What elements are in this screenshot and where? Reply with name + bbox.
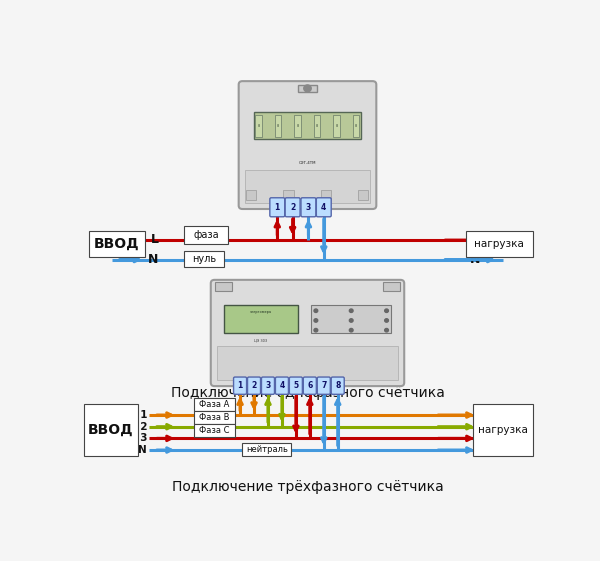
FancyBboxPatch shape	[239, 81, 376, 209]
Bar	[298, 85, 317, 92]
Bar	[246, 190, 256, 200]
FancyBboxPatch shape	[289, 377, 302, 394]
Text: ЦЭ 303: ЦЭ 303	[254, 339, 268, 343]
Bar	[184, 251, 224, 268]
Circle shape	[349, 329, 353, 332]
Text: N: N	[139, 445, 147, 455]
FancyBboxPatch shape	[331, 377, 344, 394]
FancyBboxPatch shape	[304, 377, 316, 394]
FancyBboxPatch shape	[316, 198, 331, 217]
Bar	[89, 232, 145, 256]
Text: L 3: L 3	[130, 434, 147, 443]
Text: 8: 8	[277, 124, 280, 128]
Text: 8: 8	[335, 124, 338, 128]
Circle shape	[385, 319, 388, 322]
Bar	[466, 232, 533, 256]
Text: 8: 8	[296, 124, 299, 128]
Bar	[314, 114, 320, 137]
Text: нагрузка: нагрузка	[475, 239, 524, 249]
Text: нейтраль: нейтраль	[246, 445, 288, 454]
Text: нагрузка: нагрузка	[478, 425, 528, 435]
Text: Подключение трёхфазного счётчика: Подключение трёхфазного счётчика	[172, 480, 443, 494]
Text: L: L	[151, 233, 158, 246]
FancyBboxPatch shape	[233, 377, 247, 394]
Bar	[194, 424, 235, 436]
Circle shape	[314, 329, 318, 332]
Text: энергомера: энергомера	[250, 310, 272, 314]
Circle shape	[385, 309, 388, 312]
Circle shape	[314, 309, 318, 312]
FancyBboxPatch shape	[211, 280, 404, 386]
FancyBboxPatch shape	[248, 377, 260, 394]
Bar	[217, 346, 398, 380]
Text: 6: 6	[307, 381, 313, 390]
Text: Фаза А: Фаза А	[199, 400, 230, 409]
Bar	[311, 305, 391, 333]
Text: L 2: L 2	[130, 422, 147, 432]
FancyBboxPatch shape	[301, 198, 316, 217]
Text: N: N	[485, 445, 494, 455]
Text: 4: 4	[280, 381, 284, 390]
Text: N: N	[470, 253, 481, 266]
Text: 1: 1	[275, 203, 280, 212]
Circle shape	[314, 319, 318, 322]
FancyBboxPatch shape	[285, 198, 300, 217]
Bar	[255, 114, 262, 137]
FancyBboxPatch shape	[270, 198, 285, 217]
Bar	[224, 305, 298, 333]
FancyBboxPatch shape	[262, 377, 274, 394]
FancyBboxPatch shape	[275, 377, 289, 394]
Text: 8: 8	[316, 124, 319, 128]
Bar	[242, 443, 291, 456]
Bar	[215, 282, 232, 291]
Circle shape	[304, 85, 311, 92]
Text: 8: 8	[335, 381, 340, 390]
Text: 4: 4	[321, 203, 326, 212]
Text: СЭТ-4ТМ: СЭТ-4ТМ	[299, 161, 316, 165]
Text: 3: 3	[265, 381, 271, 390]
Bar	[194, 411, 235, 424]
Bar	[333, 114, 340, 137]
Text: Фаза В: Фаза В	[199, 413, 230, 422]
Bar	[283, 190, 293, 200]
Bar	[184, 226, 229, 243]
Text: 2: 2	[251, 381, 257, 390]
Text: L 1: L 1	[485, 410, 503, 420]
Circle shape	[349, 309, 353, 312]
Bar	[383, 282, 400, 291]
Text: 8: 8	[257, 124, 260, 128]
Bar	[275, 114, 281, 137]
Circle shape	[349, 319, 353, 322]
Text: 3: 3	[306, 203, 311, 212]
Bar	[473, 404, 533, 456]
Bar	[353, 114, 359, 137]
Bar	[194, 398, 235, 411]
Text: 1: 1	[238, 381, 242, 390]
Bar	[358, 190, 368, 200]
Text: 2: 2	[290, 203, 295, 212]
Text: L 3: L 3	[485, 434, 503, 443]
Bar	[254, 112, 361, 139]
Bar	[320, 190, 331, 200]
Text: ВВОД: ВВОД	[88, 423, 134, 437]
Text: нуль: нуль	[192, 254, 216, 264]
Text: ВВОД: ВВОД	[94, 237, 140, 251]
Text: Подключение однофазного счётчика: Подключение однофазного счётчика	[170, 387, 445, 401]
Text: Фаза С: Фаза С	[199, 426, 230, 435]
Text: 7: 7	[321, 381, 326, 390]
Text: L 2: L 2	[485, 422, 503, 432]
Text: 8: 8	[355, 124, 358, 128]
Text: L 1: L 1	[130, 410, 147, 420]
Text: L: L	[470, 233, 478, 246]
Bar	[294, 114, 301, 137]
Bar	[245, 169, 370, 204]
FancyBboxPatch shape	[317, 377, 330, 394]
Bar	[84, 404, 138, 456]
Text: 5: 5	[293, 381, 298, 390]
Text: N: N	[148, 253, 158, 266]
Circle shape	[385, 329, 388, 332]
Text: фаза: фаза	[194, 230, 219, 240]
